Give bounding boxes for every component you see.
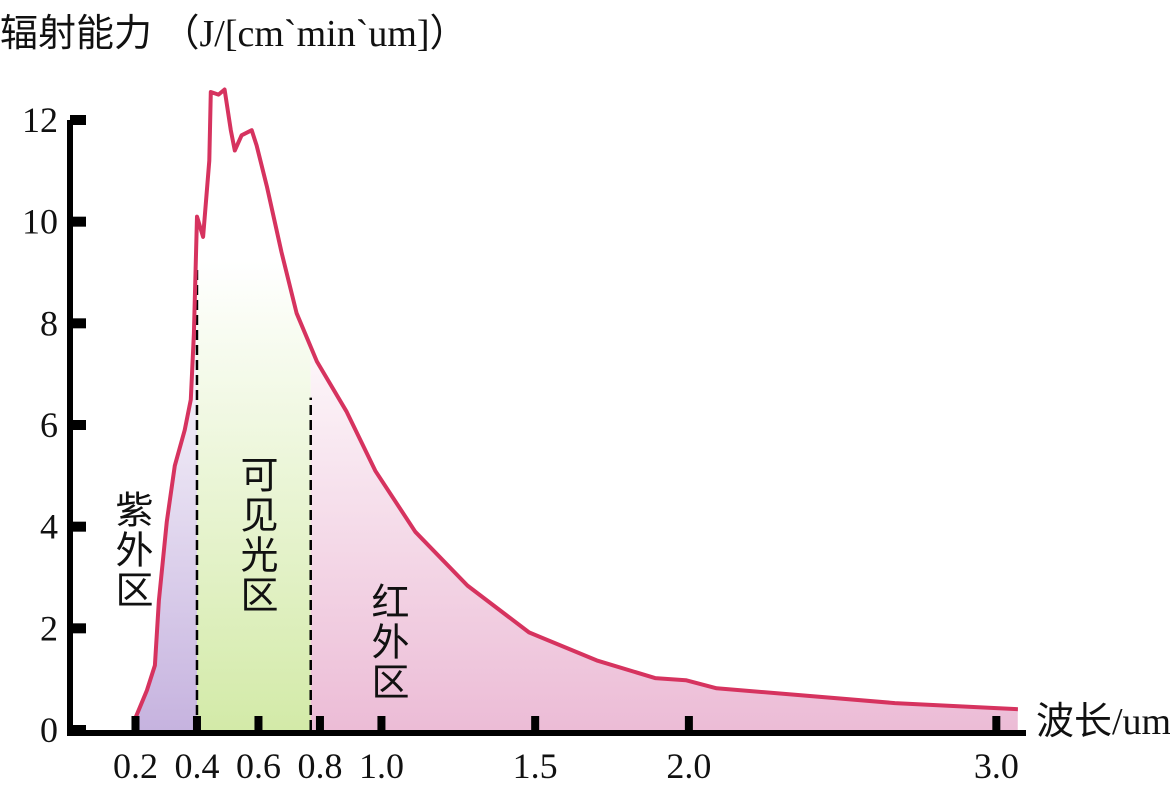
region-fill xyxy=(310,89,1018,730)
x-tick-label: 3.0 xyxy=(974,746,1019,786)
x-tick xyxy=(192,716,201,730)
spectrum-line xyxy=(133,87,1019,719)
y-tick xyxy=(70,725,86,735)
x-tick xyxy=(992,716,1001,730)
x-tick xyxy=(531,716,540,730)
x-tick-label: 1.0 xyxy=(359,746,404,786)
chart-title: 辐射能力 （J/[cm`min`um]） xyxy=(0,13,468,55)
x-tick-label: 0.8 xyxy=(297,746,342,786)
region-label: 可见光区 xyxy=(234,455,277,615)
x-tick xyxy=(377,716,386,730)
x-tick xyxy=(131,716,140,730)
x-tick-label: 0.6 xyxy=(236,746,281,786)
region-label: 红外区 xyxy=(365,582,408,702)
x-tick-label: 1.5 xyxy=(513,746,558,786)
x-tick xyxy=(684,716,693,730)
y-tick-label: 2 xyxy=(40,608,58,648)
x-tick xyxy=(315,716,324,730)
region-fill xyxy=(196,89,311,730)
y-tick-label: 8 xyxy=(40,303,58,343)
y-tick xyxy=(70,420,86,430)
y-tick-label: 4 xyxy=(40,507,58,547)
y-tick-label: 0 xyxy=(40,710,58,750)
y-tick xyxy=(70,318,86,329)
x-tick-label: 0.2 xyxy=(113,746,158,786)
y-tick xyxy=(70,623,86,634)
y-tick xyxy=(70,521,86,532)
x-tick-label: 0.4 xyxy=(174,746,219,786)
region-label: 紫外区 xyxy=(109,490,152,610)
region-fill xyxy=(135,89,197,730)
y-tick xyxy=(70,216,86,227)
y-tick-label: 6 xyxy=(40,405,58,445)
x-tick xyxy=(254,716,263,730)
x-axis-label: 波长/um xyxy=(1036,701,1170,743)
y-tick-label: 10 xyxy=(22,202,58,242)
x-tick-label: 2.0 xyxy=(666,746,711,786)
y-tick-label: 12 xyxy=(22,100,58,140)
y-tick xyxy=(70,115,86,125)
